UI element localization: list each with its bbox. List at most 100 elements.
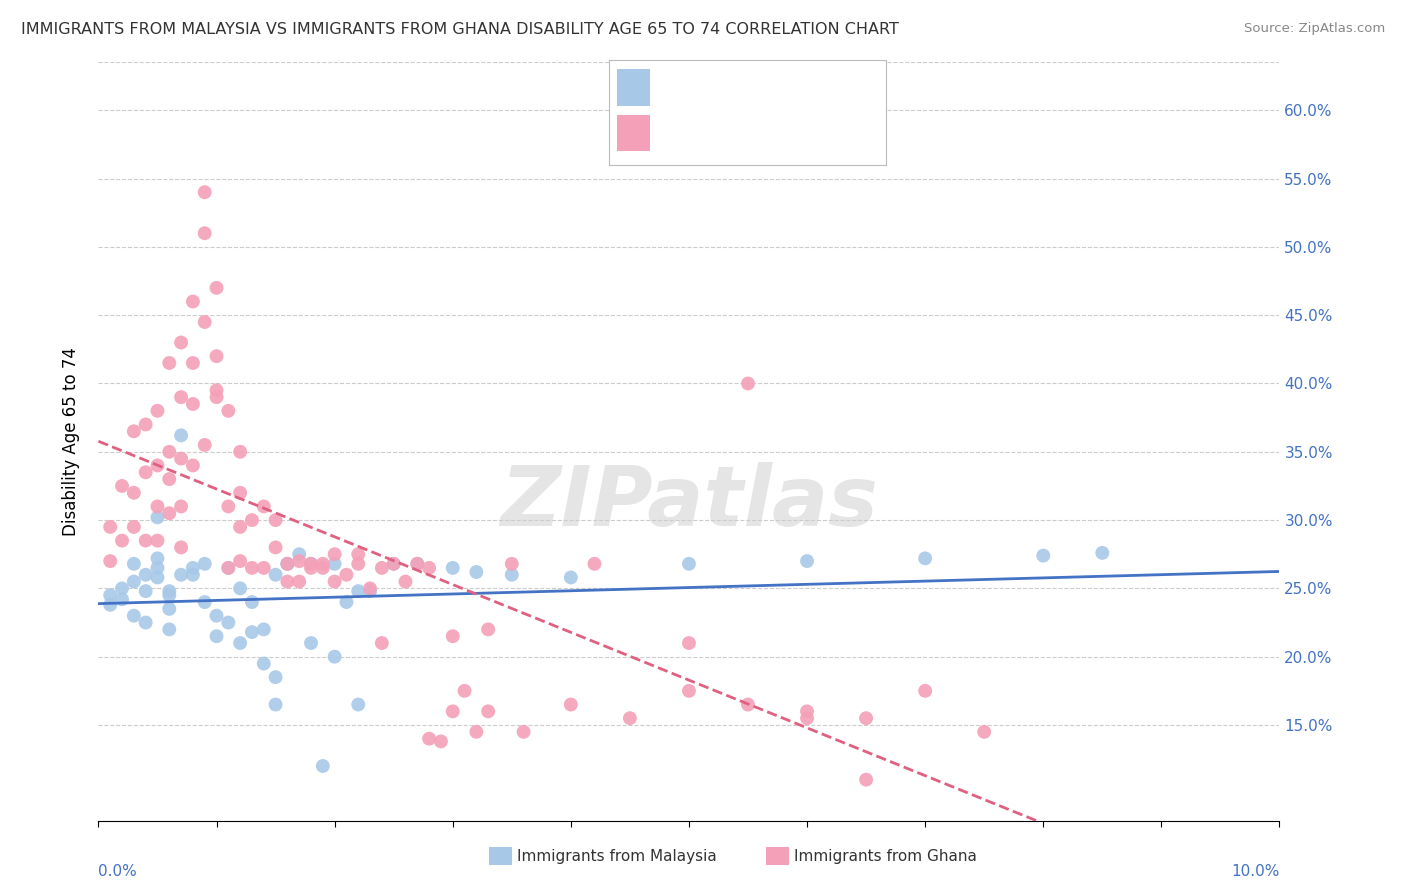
Point <box>98 598 121 612</box>
Point <box>135 584 157 599</box>
Point <box>347 698 370 712</box>
Point <box>146 500 169 514</box>
Point <box>194 226 217 240</box>
Text: -0.070: -0.070 <box>707 125 763 140</box>
Text: Source: ZipAtlas.com: Source: ZipAtlas.com <box>1244 22 1385 36</box>
Point <box>146 404 169 418</box>
Point <box>181 561 204 575</box>
Text: R =: R = <box>662 78 696 93</box>
Text: 0.0%: 0.0% <box>98 864 138 880</box>
Point <box>122 608 145 623</box>
Point <box>347 557 370 571</box>
Point <box>299 557 322 571</box>
Point <box>170 428 193 442</box>
Point <box>205 608 228 623</box>
Point <box>253 657 276 671</box>
Point <box>288 554 311 568</box>
Point <box>406 557 429 571</box>
Text: IMMIGRANTS FROM MALAYSIA VS IMMIGRANTS FROM GHANA DISABILITY AGE 65 TO 74 CORREL: IMMIGRANTS FROM MALAYSIA VS IMMIGRANTS F… <box>21 22 898 37</box>
Point <box>796 711 818 725</box>
Point <box>323 547 346 561</box>
Point <box>135 533 157 548</box>
Point <box>312 759 335 773</box>
Point <box>170 390 193 404</box>
Y-axis label: Disability Age 65 to 74: Disability Age 65 to 74 <box>62 347 80 536</box>
Point <box>253 500 276 514</box>
Text: 93: 93 <box>830 125 852 140</box>
Point <box>229 444 252 458</box>
Point <box>157 506 180 520</box>
Point <box>560 698 582 712</box>
Point <box>146 551 169 566</box>
Point <box>347 584 370 599</box>
Point <box>323 557 346 571</box>
Text: ZIPatlas: ZIPatlas <box>501 462 877 542</box>
Point <box>1032 549 1054 563</box>
Point <box>157 623 180 637</box>
Point <box>122 574 145 589</box>
Point <box>157 584 180 599</box>
Point <box>477 704 499 718</box>
Point <box>157 588 180 602</box>
Point <box>194 438 217 452</box>
Point <box>98 554 121 568</box>
Point <box>170 500 193 514</box>
Point <box>205 390 228 404</box>
Point <box>111 592 134 607</box>
Point <box>264 541 287 555</box>
Point <box>217 500 239 514</box>
Point <box>678 684 700 698</box>
Point <box>382 557 405 571</box>
Point <box>205 384 228 398</box>
Point <box>229 520 252 534</box>
Point <box>382 834 405 848</box>
Point <box>170 335 193 350</box>
Point <box>441 704 464 718</box>
Point <box>170 541 193 555</box>
Text: N =: N = <box>766 78 811 93</box>
Point <box>253 561 276 575</box>
Point <box>477 623 499 637</box>
Point <box>796 554 818 568</box>
Point <box>122 557 145 571</box>
Point <box>217 561 239 575</box>
Point <box>98 588 121 602</box>
Point <box>347 547 370 561</box>
Point <box>619 711 641 725</box>
Point <box>276 574 298 589</box>
Point <box>264 670 287 684</box>
Point <box>157 356 180 370</box>
Point <box>181 294 204 309</box>
Point <box>359 582 381 596</box>
Point <box>111 582 134 596</box>
Point <box>98 520 121 534</box>
Point <box>181 397 204 411</box>
Point <box>737 376 759 391</box>
Point <box>194 557 217 571</box>
Point <box>264 698 287 712</box>
Point <box>276 557 298 571</box>
Point <box>146 458 169 473</box>
Point <box>1091 546 1114 560</box>
Point <box>264 513 287 527</box>
Point <box>111 533 134 548</box>
Point <box>194 185 217 199</box>
Point <box>441 561 464 575</box>
Point <box>299 557 322 571</box>
Point <box>973 724 995 739</box>
Point <box>418 731 440 746</box>
Point <box>501 567 523 582</box>
Point <box>194 595 217 609</box>
Point <box>253 623 276 637</box>
Point <box>914 551 936 566</box>
Point <box>371 636 394 650</box>
Point <box>135 417 157 432</box>
Text: R =: R = <box>662 125 696 140</box>
Point <box>299 561 322 575</box>
Point <box>465 565 488 579</box>
Point <box>181 356 204 370</box>
Point <box>560 570 582 584</box>
Point <box>323 649 346 664</box>
Point <box>181 567 204 582</box>
Point <box>181 458 204 473</box>
